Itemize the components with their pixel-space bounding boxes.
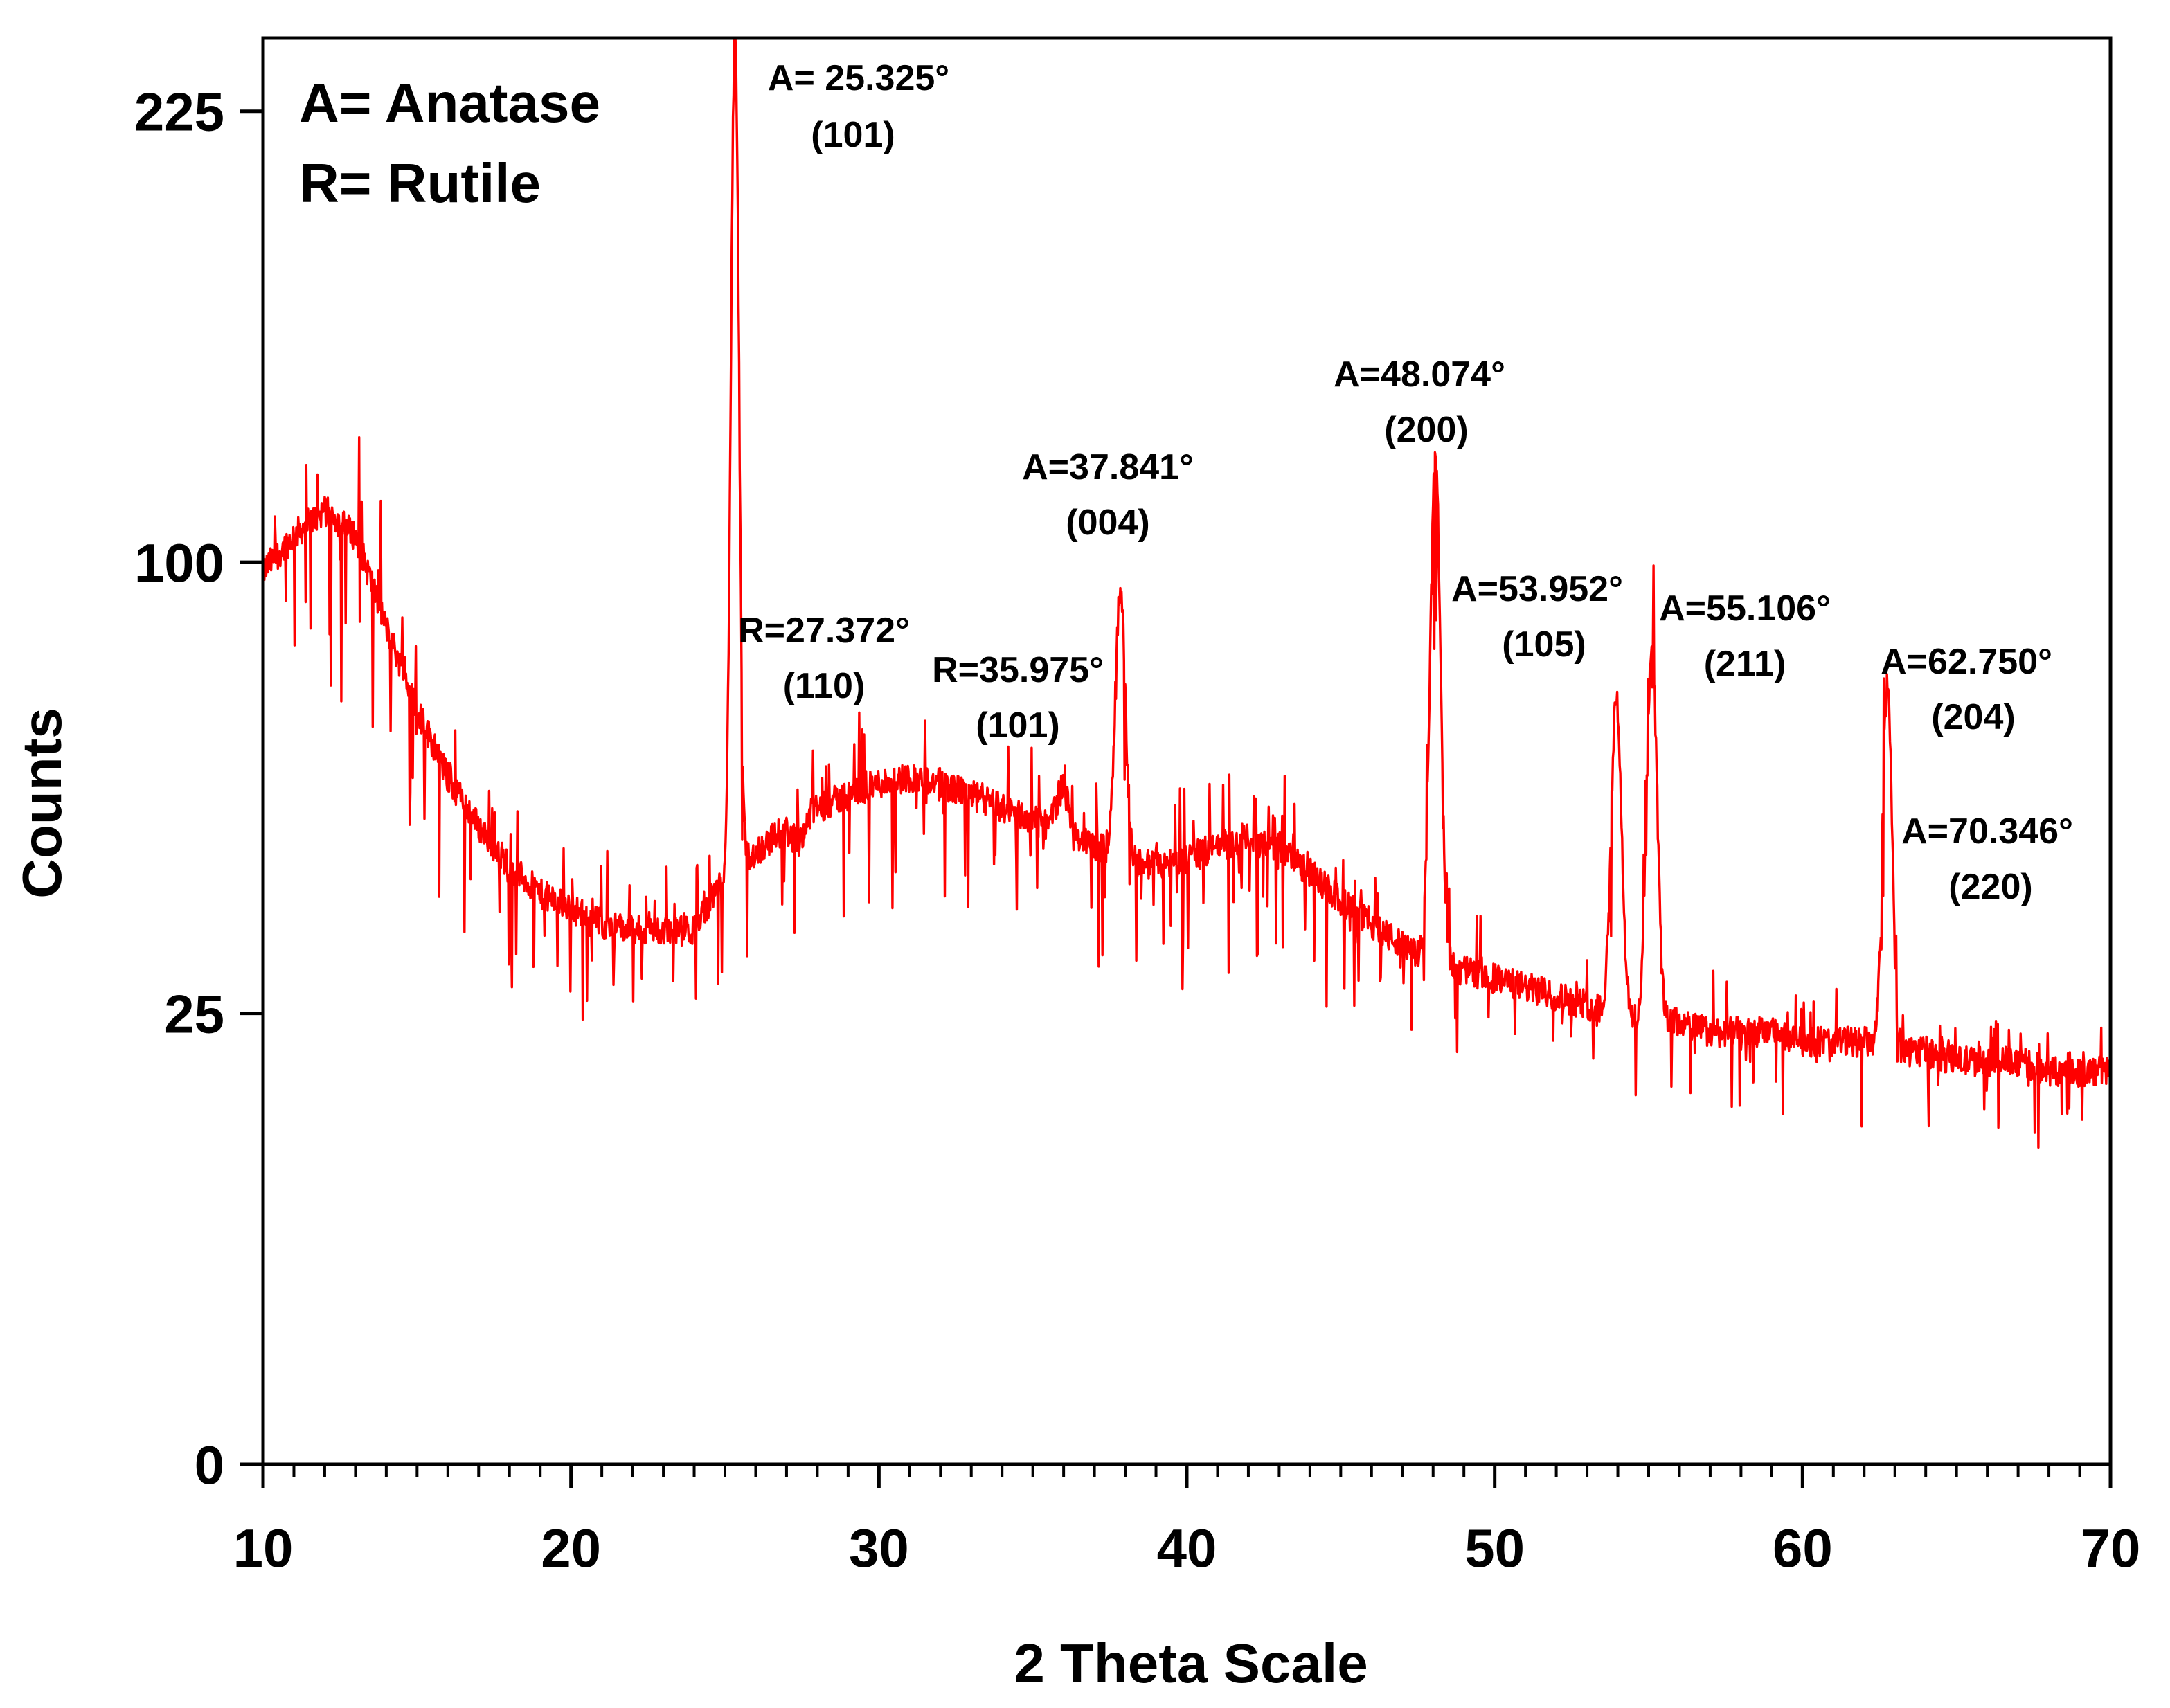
- peak-label-angle: R=27.372°: [738, 611, 910, 651]
- peak-label-hkl: (220): [1948, 867, 2032, 907]
- x-tick-label: 60: [1773, 1518, 1833, 1579]
- y-tick-label: 0: [195, 1435, 224, 1495]
- peak-label-hkl: (211): [1704, 644, 1786, 684]
- peak-label-angle: R=35.975°: [932, 650, 1104, 690]
- y-tick-label: 25: [164, 984, 224, 1045]
- peak-label-hkl: (101): [811, 115, 895, 155]
- x-axis-title: 2 Theta Scale: [1014, 1633, 1368, 1694]
- peak-label-angle: A=70.346°: [1901, 811, 2073, 852]
- peak-label-angle: A= 25.325°: [768, 58, 949, 98]
- x-tick-label: 20: [541, 1518, 601, 1579]
- x-tick-label: 70: [2081, 1518, 2141, 1579]
- peak-label-hkl: (110): [783, 666, 866, 706]
- y-axis-title: Counts: [11, 708, 73, 899]
- peak-label-hkl: (204): [1931, 697, 2015, 737]
- plot-area: [263, 38, 2110, 1464]
- legend-anatase: A= Anatase: [299, 72, 600, 134]
- x-tick-label: 50: [1464, 1518, 1525, 1579]
- peak-label-hkl: (200): [1384, 410, 1468, 450]
- x-tick-label: 30: [849, 1518, 909, 1579]
- peak-label-hkl: (004): [1066, 503, 1149, 543]
- peak-label-hkl: (101): [976, 705, 1059, 746]
- peak-label-hkl: (105): [1502, 624, 1586, 665]
- y-tick-label: 225: [134, 82, 224, 143]
- peak-label-angle: A=62.750°: [1881, 642, 2052, 682]
- peak-labels-layer: A= 25.325° (101) R=27.372° (110) R=35.975° (1…: [738, 58, 2073, 907]
- series-layer: [262, 37, 2112, 1149]
- x-tick-label: 10: [233, 1518, 294, 1579]
- y-tick-label: 100: [134, 532, 224, 593]
- legend-rutile: R= Rutile: [299, 152, 541, 214]
- peak-label-angle: A=55.106°: [1659, 588, 1831, 629]
- axes-layer: 10 20 30 40 50 60 70 0 25 100 225: [134, 36, 2141, 1579]
- peak-label-angle: A=48.074°: [1334, 354, 1505, 395]
- x-tick-label: 40: [1157, 1518, 1217, 1579]
- series-line-xrd: [262, 37, 2112, 1149]
- peak-label-angle: A=37.841°: [1022, 447, 1194, 487]
- peak-label-angle: A=53.952°: [1451, 569, 1623, 609]
